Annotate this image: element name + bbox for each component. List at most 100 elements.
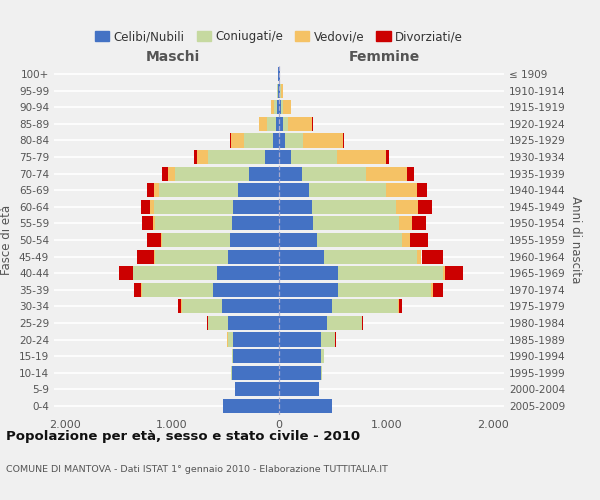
Bar xyxy=(194,150,197,164)
Bar xyxy=(386,183,417,198)
Bar xyxy=(279,84,280,98)
Bar xyxy=(267,117,276,131)
Bar xyxy=(417,250,421,264)
Bar xyxy=(324,250,417,264)
Bar xyxy=(154,183,159,198)
Bar xyxy=(421,250,443,264)
Bar xyxy=(398,300,399,314)
Bar xyxy=(287,117,312,131)
Bar xyxy=(151,200,154,214)
Bar xyxy=(327,316,361,330)
Bar xyxy=(410,233,428,247)
Bar xyxy=(279,134,286,147)
Bar xyxy=(279,399,331,413)
Bar xyxy=(286,134,302,147)
Bar xyxy=(281,84,283,98)
Bar xyxy=(238,183,279,198)
Bar xyxy=(233,332,279,346)
Bar xyxy=(175,166,249,180)
Bar xyxy=(279,349,321,363)
Bar xyxy=(227,332,233,346)
Bar xyxy=(249,166,279,180)
Bar xyxy=(338,266,443,280)
Bar xyxy=(279,233,317,247)
Bar xyxy=(259,117,267,131)
Bar xyxy=(232,349,233,363)
Bar xyxy=(302,166,366,180)
Bar xyxy=(337,150,386,164)
Bar xyxy=(279,100,281,114)
Bar xyxy=(232,366,279,380)
Bar xyxy=(134,282,142,297)
Bar xyxy=(155,216,232,230)
Bar xyxy=(321,332,335,346)
Bar xyxy=(212,282,279,297)
Bar xyxy=(119,266,133,280)
Bar xyxy=(182,300,222,314)
Bar xyxy=(276,117,279,131)
Bar xyxy=(291,150,337,164)
Bar xyxy=(407,166,414,180)
Bar xyxy=(283,100,292,114)
Bar xyxy=(418,200,432,214)
Bar xyxy=(433,282,443,297)
Bar xyxy=(223,399,279,413)
Bar xyxy=(279,150,291,164)
Bar xyxy=(279,332,321,346)
Bar xyxy=(317,233,402,247)
Bar xyxy=(137,250,154,264)
Bar xyxy=(396,200,418,214)
Bar xyxy=(279,250,324,264)
Bar xyxy=(206,316,208,330)
Y-axis label: Fasce di età: Fasce di età xyxy=(1,205,13,275)
Text: Femmine: Femmine xyxy=(349,50,421,64)
Bar xyxy=(272,134,279,147)
Bar xyxy=(412,216,426,230)
Bar xyxy=(159,183,238,198)
Bar xyxy=(162,166,167,180)
Bar xyxy=(222,300,279,314)
Bar xyxy=(155,250,227,264)
Bar xyxy=(142,216,153,230)
Bar xyxy=(279,166,302,180)
Bar xyxy=(227,316,279,330)
Bar xyxy=(331,300,398,314)
Bar xyxy=(309,183,386,198)
Bar xyxy=(142,282,212,297)
Bar xyxy=(302,134,343,147)
Bar xyxy=(279,183,309,198)
Bar xyxy=(161,233,162,247)
Bar xyxy=(417,183,427,198)
Bar xyxy=(386,150,389,164)
Bar xyxy=(271,100,274,114)
Bar xyxy=(338,282,431,297)
Bar xyxy=(147,183,154,198)
Bar xyxy=(283,117,287,131)
Legend: Celibi/Nubili, Coniugati/e, Vedovi/e, Divorziati/e: Celibi/Nubili, Coniugati/e, Vedovi/e, Di… xyxy=(90,26,468,48)
Text: Maschi: Maschi xyxy=(146,50,200,64)
Bar xyxy=(279,266,338,280)
Bar xyxy=(232,216,279,230)
Bar xyxy=(217,266,279,280)
Bar xyxy=(279,282,338,297)
Bar xyxy=(279,366,321,380)
Bar xyxy=(362,316,363,330)
Bar xyxy=(178,300,181,314)
Bar xyxy=(162,233,230,247)
Bar xyxy=(141,200,151,214)
Bar xyxy=(231,134,244,147)
Bar xyxy=(431,282,433,297)
Bar xyxy=(321,349,324,363)
Bar xyxy=(235,382,279,396)
Bar xyxy=(402,233,410,247)
Bar xyxy=(279,316,327,330)
Text: Popolazione per età, sesso e stato civile - 2010: Popolazione per età, sesso e stato civil… xyxy=(6,430,360,443)
Bar xyxy=(265,150,279,164)
Bar xyxy=(274,100,277,114)
Bar xyxy=(366,166,407,180)
Bar xyxy=(399,216,412,230)
Bar xyxy=(244,134,272,147)
Bar xyxy=(321,366,322,380)
Bar xyxy=(233,349,279,363)
Bar xyxy=(279,300,331,314)
